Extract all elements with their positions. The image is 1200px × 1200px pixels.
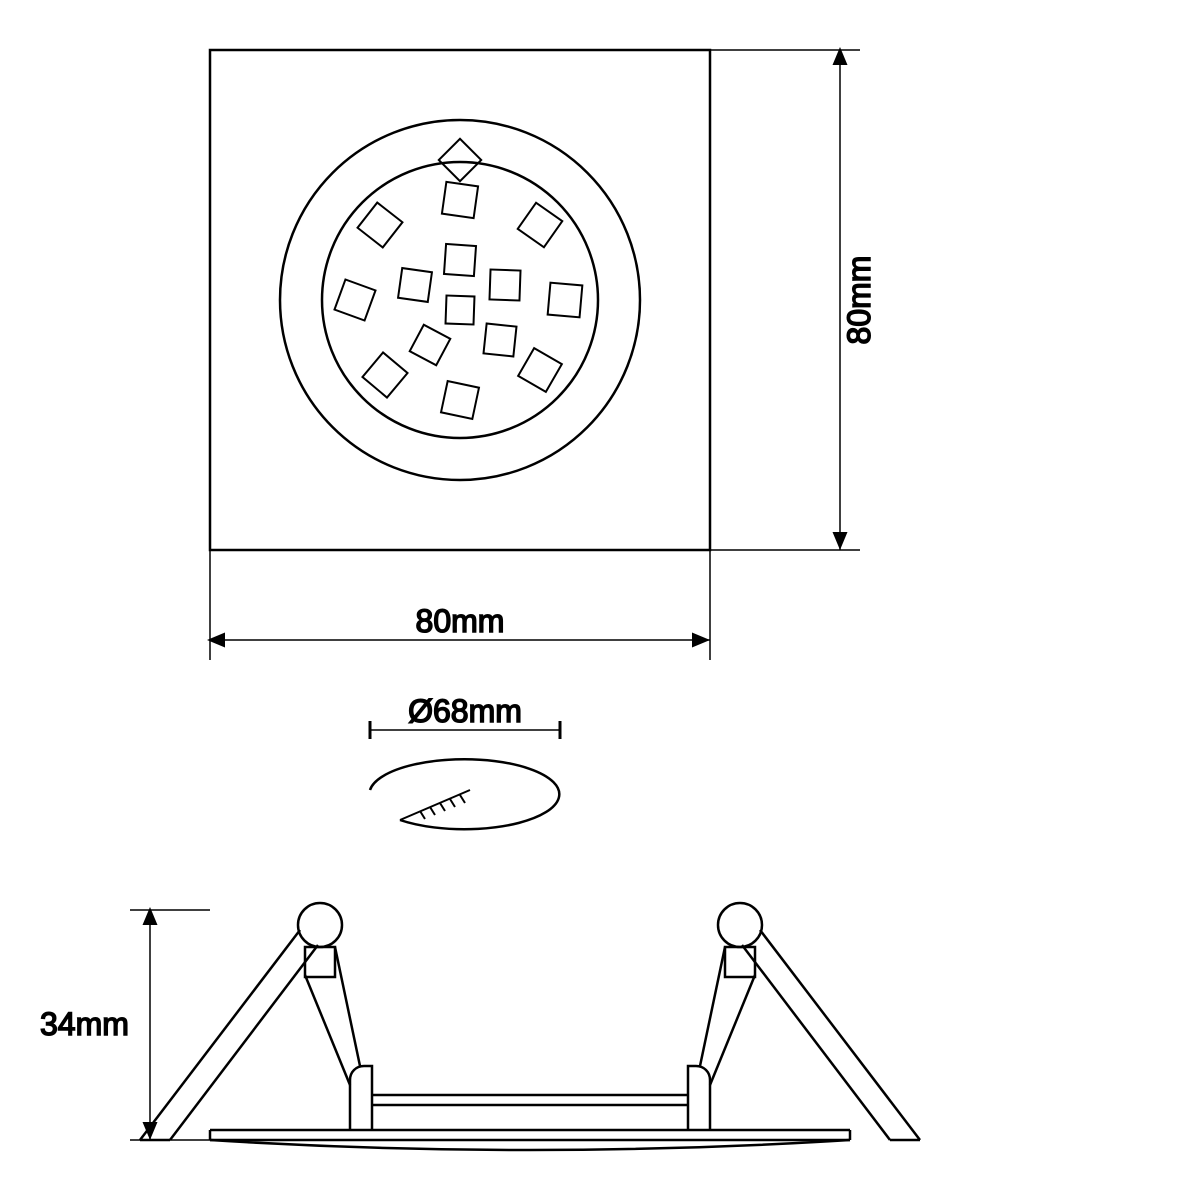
dim-width: 80mm <box>210 550 710 660</box>
technical-drawing: 80mm 80mm Ø68mm <box>0 0 1200 1200</box>
top-view <box>210 50 710 550</box>
led-chips <box>334 139 582 419</box>
dim-height-label: 80mm <box>841 256 877 345</box>
side-view <box>140 903 920 1150</box>
dim-height: 80mm <box>710 50 877 550</box>
dim-depth: 34mm <box>40 910 210 1140</box>
dim-depth-label: 34mm <box>40 1006 129 1042</box>
dim-width-label: 80mm <box>416 603 505 639</box>
cutout-symbol: Ø68mm <box>370 693 560 829</box>
dim-cutout-label: Ø68mm <box>408 693 522 729</box>
